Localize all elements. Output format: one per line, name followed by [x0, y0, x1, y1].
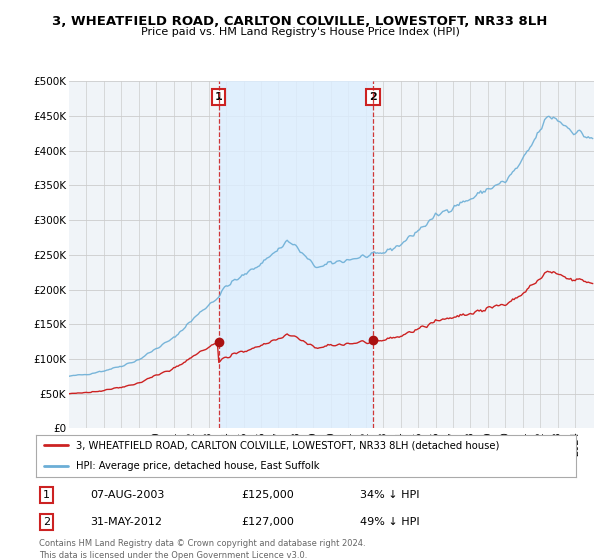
Text: 3, WHEATFIELD ROAD, CARLTON COLVILLE, LOWESTOFT, NR33 8LH: 3, WHEATFIELD ROAD, CARLTON COLVILLE, LO… [52, 15, 548, 28]
Text: Contains HM Land Registry data © Crown copyright and database right 2024.
This d: Contains HM Land Registry data © Crown c… [39, 539, 365, 559]
Text: Price paid vs. HM Land Registry's House Price Index (HPI): Price paid vs. HM Land Registry's House … [140, 27, 460, 37]
Text: 07-AUG-2003: 07-AUG-2003 [90, 490, 164, 500]
Text: 1: 1 [215, 92, 223, 102]
Bar [219, 81, 373, 428]
Text: 3, WHEATFIELD ROAD, CARLTON COLVILLE, LOWESTOFT, NR33 8LH (detached house): 3, WHEATFIELD ROAD, CARLTON COLVILLE, LO… [77, 440, 500, 450]
Text: 1: 1 [43, 490, 50, 500]
Text: £125,000: £125,000 [241, 490, 294, 500]
Text: 2: 2 [369, 92, 377, 102]
Text: 49% ↓ HPI: 49% ↓ HPI [360, 517, 419, 527]
Text: HPI: Average price, detached house, East Suffolk: HPI: Average price, detached house, East… [77, 461, 320, 472]
Text: £127,000: £127,000 [241, 517, 294, 527]
Text: 34% ↓ HPI: 34% ↓ HPI [360, 490, 419, 500]
Text: 2: 2 [43, 517, 50, 527]
Text: 31-MAY-2012: 31-MAY-2012 [90, 517, 162, 527]
